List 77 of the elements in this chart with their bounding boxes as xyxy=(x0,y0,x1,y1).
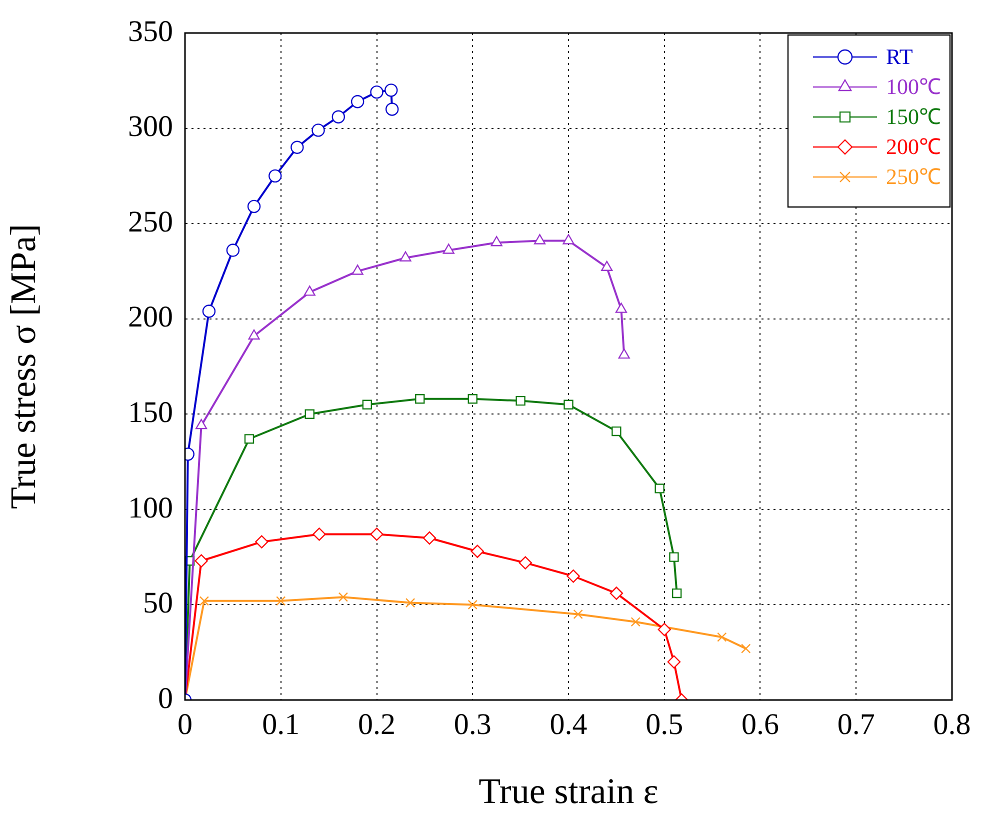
point xyxy=(612,426,622,436)
x-tick-label: 0.8 xyxy=(933,708,971,741)
point xyxy=(304,286,316,296)
point xyxy=(573,609,583,620)
point xyxy=(654,484,664,494)
point xyxy=(350,95,364,108)
y-tick-label: 50 xyxy=(143,586,173,620)
point xyxy=(226,244,240,257)
legend-label: RT xyxy=(886,44,914,69)
point xyxy=(630,617,640,627)
legend-label: 100℃ xyxy=(886,74,941,99)
x-tick-label: 0.7 xyxy=(837,708,875,741)
point xyxy=(470,544,484,558)
point xyxy=(312,528,326,541)
x-axis-title: True strain ε xyxy=(478,770,658,811)
point xyxy=(290,140,304,154)
point xyxy=(610,586,624,600)
point xyxy=(615,302,628,313)
point xyxy=(276,596,286,606)
point xyxy=(601,260,613,272)
legend-label: 150℃ xyxy=(886,104,941,129)
y-tick-label: 150 xyxy=(128,396,173,430)
point xyxy=(248,329,260,340)
point xyxy=(385,102,399,116)
point xyxy=(332,110,345,124)
point xyxy=(669,552,679,562)
point xyxy=(422,531,436,545)
point xyxy=(534,234,546,244)
x-tick-label: 0.1 xyxy=(262,708,300,741)
y-axis-title: True stress σ [MPa] xyxy=(3,224,44,510)
x-tick-label: 0.3 xyxy=(454,708,492,741)
y-tick-label: 350 xyxy=(128,14,173,48)
y-tick-label: 0 xyxy=(158,682,173,715)
point xyxy=(405,598,416,608)
point xyxy=(468,394,478,404)
point xyxy=(255,535,268,548)
point xyxy=(415,394,425,404)
point xyxy=(268,169,282,183)
point xyxy=(202,304,216,318)
x-tick-label: 0.2 xyxy=(358,708,396,741)
x-tick-label: 0.6 xyxy=(742,708,779,741)
x-tick-label: 0.4 xyxy=(550,708,588,741)
point xyxy=(667,655,681,668)
point xyxy=(370,528,384,541)
point xyxy=(362,400,372,410)
legend-label: 250℃ xyxy=(886,164,941,189)
point xyxy=(196,418,208,430)
point xyxy=(370,85,384,99)
y-tick-label: 100 xyxy=(128,491,173,524)
point xyxy=(312,124,325,137)
x-tick-label: 0.5 xyxy=(646,708,684,741)
point xyxy=(618,348,630,359)
point xyxy=(199,596,210,606)
point xyxy=(566,570,580,583)
point xyxy=(717,632,727,642)
point xyxy=(562,234,574,244)
y-tick-label: 250 xyxy=(128,205,173,238)
point xyxy=(442,244,454,254)
point xyxy=(194,554,208,568)
point xyxy=(384,84,398,97)
point xyxy=(247,200,261,214)
y-tick-label: 200 xyxy=(128,300,173,334)
point xyxy=(741,644,751,654)
point xyxy=(352,264,364,275)
point xyxy=(658,622,671,636)
point xyxy=(672,588,682,598)
point xyxy=(338,592,348,602)
point xyxy=(244,434,254,444)
point xyxy=(518,556,532,570)
point xyxy=(468,600,478,610)
point xyxy=(564,400,574,410)
legend-label: 200℃ xyxy=(886,134,941,159)
point xyxy=(304,409,314,419)
y-tick-label: 300 xyxy=(128,110,173,144)
point xyxy=(400,251,412,262)
point xyxy=(516,396,526,406)
point xyxy=(490,236,502,246)
